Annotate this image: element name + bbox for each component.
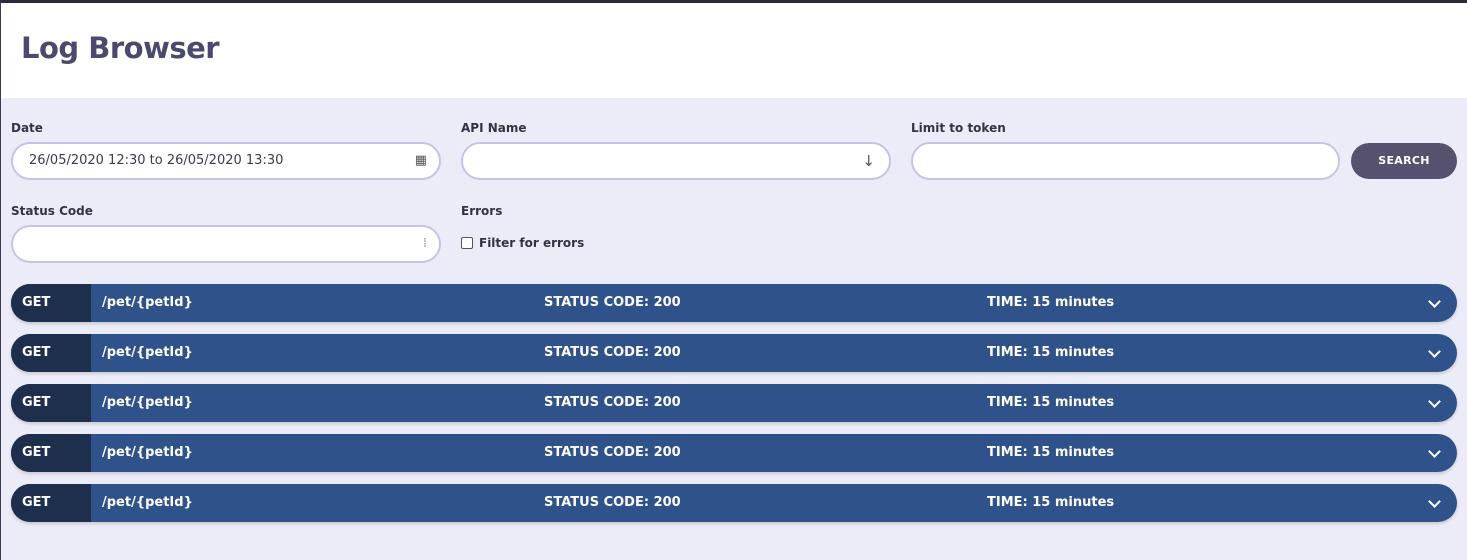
log-row[interactable]: GET /pet/{petId} STATUS CODE: 200 TIME: … [11,484,1457,522]
method-badge: GET [11,434,91,472]
log-time: TIME: 15 minutes [987,495,1115,510]
header: Log Browser [1,3,1467,98]
log-path: /pet/{petId} [102,445,193,460]
date-field[interactable]: 26/05/2020 12:30 to 26/05/2020 13:30 ▦ [11,142,441,180]
log-row[interactable]: GET /pet/{petId} STATUS CODE: 200 TIME: … [11,284,1457,322]
log-status: STATUS CODE: 200 [544,445,681,460]
log-time: TIME: 15 minutes [987,445,1115,460]
token-input[interactable] [911,142,1340,180]
log-time: TIME: 15 minutes [987,395,1115,410]
page-title: Log Browser [21,31,220,65]
status-code-input[interactable]: ⁞ [11,225,441,263]
chevron-down-icon[interactable] [1428,345,1441,358]
chevron-down-icon[interactable] [1428,295,1441,308]
chevron-down-icon[interactable] [1428,495,1441,508]
log-time: TIME: 15 minutes [987,345,1115,360]
api-name-select[interactable]: ↓ [461,142,891,180]
status-code-label: Status Code [11,204,93,218]
log-path: /pet/{petId} [102,345,193,360]
log-path: /pet/{petId} [102,495,193,510]
chevron-down-icon[interactable] [1428,395,1441,408]
log-row[interactable]: GET /pet/{petId} STATUS CODE: 200 TIME: … [11,434,1457,472]
log-status: STATUS CODE: 200 [544,395,681,410]
errors-label: Errors [461,204,503,218]
method-badge: GET [11,284,91,322]
arrow-down-icon[interactable]: ↓ [862,152,875,170]
date-label: Date [11,121,43,135]
method-badge: GET [11,384,91,422]
date-value: 26/05/2020 12:30 to 26/05/2020 13:30 [29,153,284,168]
method-badge: GET [11,334,91,372]
log-status: STATUS CODE: 200 [544,345,681,360]
filter-errors-checkbox[interactable]: Filter for errors [461,236,584,250]
log-status: STATUS CODE: 200 [544,495,681,510]
stepper-icon[interactable]: ⁞ [422,236,427,251]
token-label: Limit to token [911,121,1006,135]
search-button[interactable]: SEARCH [1351,143,1457,179]
calendar-icon[interactable]: ▦ [414,153,427,168]
log-status: STATUS CODE: 200 [544,295,681,310]
log-path: /pet/{petId} [102,395,193,410]
method-badge: GET [11,484,91,522]
api-name-label: API Name [461,121,527,135]
log-row[interactable]: GET /pet/{petId} STATUS CODE: 200 TIME: … [11,384,1457,422]
checkbox-icon[interactable] [461,237,473,249]
log-time: TIME: 15 minutes [987,295,1115,310]
log-path: /pet/{petId} [102,295,193,310]
chevron-down-icon[interactable] [1428,445,1441,458]
log-row[interactable]: GET /pet/{petId} STATUS CODE: 200 TIME: … [11,334,1457,372]
